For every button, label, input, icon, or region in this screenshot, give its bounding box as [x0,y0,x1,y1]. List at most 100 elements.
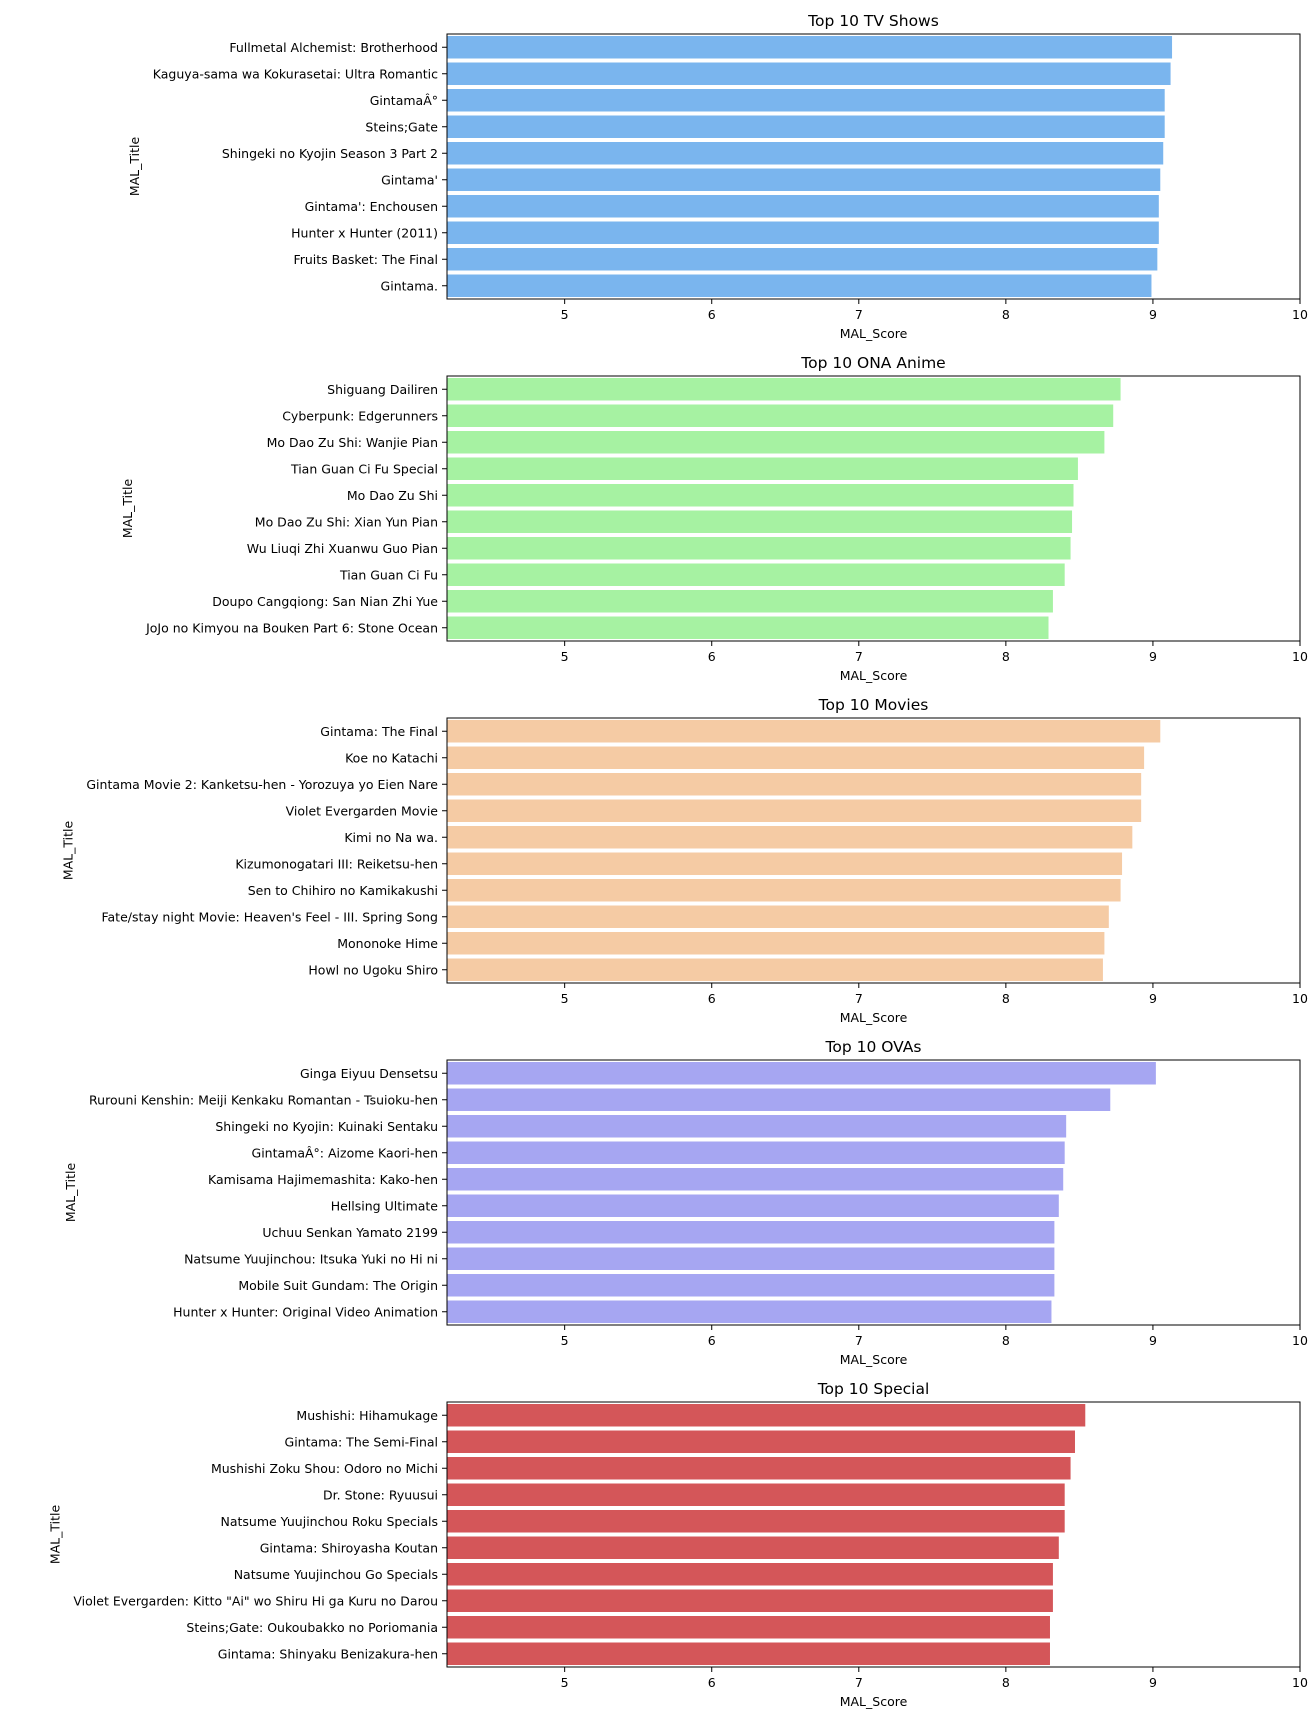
y-tick-label: Sen to Chihiro no Kamikakushi [248,883,438,898]
y-tick-label: Gintama: Shinyaku Benizakura-hen [218,1646,438,1661]
y-tick-label: Shingeki no Kyojin Season 3 Part 2 [222,146,438,161]
bar [447,484,1074,507]
x-tick-label: 9 [1149,307,1157,322]
chart-title: Top 10 Special [817,1380,930,1398]
bar [447,563,1065,586]
x-axis-label: MAL_Score [840,668,908,683]
y-tick-label: Fullmetal Alchemist: Brotherhood [229,40,438,55]
y-tick-label: Uchuu Senkan Yamato 2199 [262,1225,438,1240]
bar [447,879,1121,902]
bar [447,1589,1053,1612]
plot-frame [446,1059,1301,1326]
bar [447,720,1161,743]
y-tick-label: Wu Liuqi Zhi Xuanwu Guo Pian [247,541,438,556]
x-tick-label: 8 [1002,307,1010,322]
bar [447,274,1152,297]
x-tick-label: 8 [1002,991,1010,1006]
y-tick-label: Mononoke Hime [337,936,438,951]
x-tick-label: 5 [561,1675,569,1690]
y-tick-label: Gintama: The Final [320,724,438,739]
bar [447,1141,1065,1164]
x-tick-label: 6 [708,649,716,664]
bar [447,1062,1156,1085]
bar [447,1168,1064,1191]
plot-frame [446,33,1301,300]
y-tick-label: Mo Dao Zu Shi [347,488,438,503]
y-tick-label: Kimi no Na wa. [344,830,438,845]
bar [447,773,1142,796]
y-tick-label: Fate/stay night Movie: Heaven's Feel - I… [101,909,438,924]
y-tick-label: Dr. Stone: Ryuusui [323,1487,438,1502]
y-tick-label: Tian Guan Ci Fu Special [290,461,438,476]
bar [447,616,1049,639]
bar [447,1616,1050,1639]
chart-panel-2: Top 10 ONA Anime Shiguang Dailiren Cyberpu… [120,354,1308,683]
bar [447,852,1123,875]
bar [447,537,1071,560]
y-tick-label: GintamaÂ°: Aizome Kaori-hen [252,1145,438,1160]
chart-title: Top 10 ONA Anime [800,354,945,372]
y-tick-label: Hunter x Hunter: Original Video Animatio… [173,1304,438,1319]
bar [447,168,1161,191]
x-tick-label: 6 [708,307,716,322]
bar [447,431,1105,454]
y-tick-label: Violet Evergarden: Kitto "Ai" wo Shiru H… [73,1593,438,1608]
y-tick-label: Shiguang Dailiren [327,382,438,397]
y-tick-label: Steins;Gate: Oukoubakko no Poriomania [186,1620,438,1635]
y-tick-label: Ginga Eiyuu Densetsu [300,1066,438,1081]
y-axis-label: MAL_Title [47,1505,62,1565]
x-tick-label: 6 [708,1333,716,1348]
y-axis-label: MAL_Title [120,479,135,539]
y-tick-label: Gintama: The Semi-Final [285,1434,438,1449]
y-axis-label: MAL_Title [127,137,142,197]
bar [447,510,1073,533]
bar [447,1274,1055,1297]
bar [447,1247,1055,1270]
x-tick-label: 5 [561,307,569,322]
y-tick-label: Fruits Basket: The Final [293,252,438,267]
y-axis-label: MAL_Title [60,821,75,881]
y-tick-label: Howl no Ugoku Shiro [308,962,438,977]
bar [447,36,1173,59]
y-tick-label: Mo Dao Zu Shi: Xian Yun Pian [255,514,438,529]
bar [447,404,1114,427]
plot-frame [446,375,1301,642]
y-tick-label: Natsume Yuujinchou: Itsuka Yuki no Hi ni [184,1251,438,1266]
x-tick-label: 9 [1149,1333,1157,1348]
bar [447,1194,1059,1217]
y-tick-label: Hunter x Hunter (2011) [291,225,438,240]
chart-panel-1: Top 10 TV Shows Fullmetal Alchemist: Brot… [127,12,1308,341]
chart-title: Top 10 OVAs [825,1038,922,1056]
y-tick-label: Gintama': Enchousen [305,199,438,214]
x-axis-label: MAL_Score [840,1352,908,1367]
x-tick-label: 6 [708,1675,716,1690]
chart-panel-5: Top 10 Special Mushishi: Hihamukage Gintam… [47,1380,1308,1709]
bar [447,799,1142,822]
x-axis-label: MAL_Score [840,326,908,341]
y-tick-label: Gintama' [381,172,438,187]
bar [447,1510,1065,1533]
bar [447,248,1158,271]
y-tick-label: Mushishi: Hihamukage [296,1408,438,1423]
y-tick-label: Kizumonogatari III: Reiketsu-hen [235,856,438,871]
x-tick-label: 9 [1149,991,1157,1006]
plot-frame [446,1401,1301,1668]
bar [447,746,1145,769]
bar [447,932,1105,955]
chart-title: Top 10 Movies [818,696,929,714]
x-tick-label: 7 [855,649,863,664]
x-axis-label: MAL_Score [840,1694,908,1709]
y-tick-label: Mo Dao Zu Shi: Wanjie Pian [267,435,438,450]
y-tick-label: Natsume Yuujinchou Go Specials [234,1567,438,1582]
x-tick-label: 10 [1292,307,1308,322]
x-tick-label: 7 [855,1675,863,1690]
x-tick-label: 5 [561,649,569,664]
bar [447,1115,1067,1138]
x-tick-label: 8 [1002,649,1010,664]
bar [447,221,1159,244]
x-tick-label: 9 [1149,1675,1157,1690]
y-tick-label: Kamisama Hajimemashita: Kako-hen [208,1172,438,1187]
bar [447,1404,1086,1427]
x-tick-label: 10 [1292,1333,1308,1348]
